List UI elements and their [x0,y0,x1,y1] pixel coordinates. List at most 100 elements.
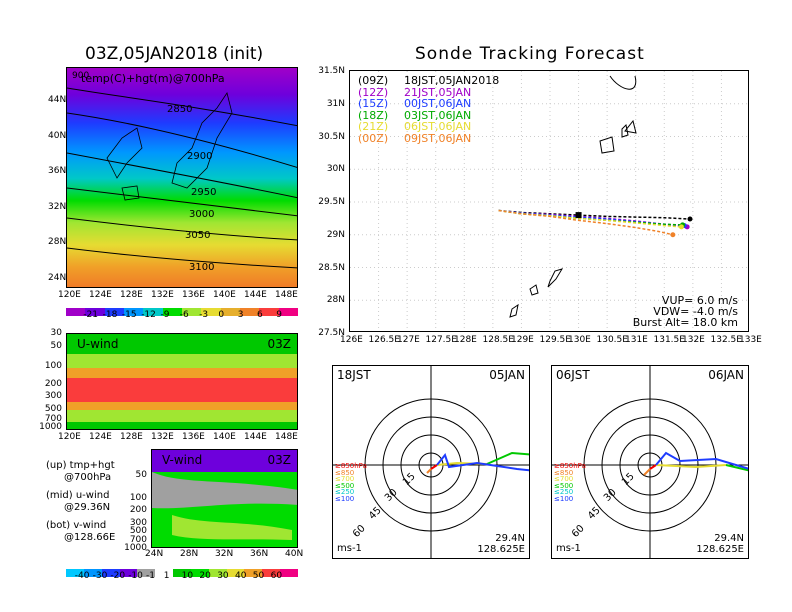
wind-colorbar [66,562,298,577]
islands [509,75,637,318]
lon-tick-label: 126E [340,335,363,345]
lat-tick-label: 24N [145,549,164,559]
legend-zone: (00Z) [358,131,389,145]
pressure-tick-label: 30 [50,328,62,338]
lat-tick-label: 29.5N [318,197,345,207]
coastline [106,92,233,201]
polar-time-left: 18JST [337,368,371,382]
note-up-a: (up) tmp+hgt [46,460,115,471]
wind-scale-label: 30 [217,571,229,581]
colorbar-swatch [259,308,279,316]
lat-tick-label: 24N [48,272,67,283]
lon-tick-label: 124E [89,290,112,300]
island [547,268,564,288]
polar-svg [552,366,748,558]
colorbar-swatch [201,308,221,316]
u-wind-time: 03Z [267,337,292,351]
polar-plot: 15 30 45 60 06JST 06JAN ms-1 29.4N 128.625E ≥850h… [551,365,749,559]
wind-scale-label: 10 [181,571,194,581]
launch-params: VUP= 6.0 m/s VDW= -4.0 m/s Burst Alt= 18… [633,295,738,328]
lat-tick-label: 44N [48,95,67,105]
legend-time: 06JST,06JAN [404,120,472,133]
lon-tick-label: 128E [454,335,477,345]
wind-scale-label: -1 [146,571,155,581]
left-title: 03Z,05JAN2018 (init) [85,44,264,64]
lon-tick-label: 140E [213,432,236,442]
lon-tick-label: 120E [58,432,81,442]
polar-level-label: ≤250 [554,488,574,496]
colorbar-swatch [208,569,227,577]
colorbar-swatch [155,569,174,577]
track-map: (09Z) 18JST,05JAN2018 (12Z) 21JST,05JAN (15Z… [349,70,749,332]
legend-time: 03JST,06JAN [404,108,472,122]
lat-tick-label: 36N [48,166,67,176]
legend-entry: (21Z) 06JST,06JAN [358,121,499,133]
colorbar-swatch [101,569,120,577]
contour-label: 3050 [185,230,210,241]
temp-colorbar [66,301,298,316]
temp-scale-label: 3 [237,310,244,320]
u-wind-panel: U-wind 03Z [66,333,298,430]
pressure-tick-label: 300 [44,391,62,401]
lat-tick-label: 28N [48,237,67,247]
colorbar-swatch [226,569,245,577]
lon-tick-label: 131E [625,335,648,345]
track-end-point [678,224,684,230]
lon-tick-label: 129.5E [539,335,571,345]
map-corner: 900 [72,71,89,81]
temp-scale-label: -12 [141,310,156,320]
polar-level-label: ≤850 [335,468,355,477]
note-mid-a: (mid) u-wind [46,490,110,501]
colorbar-swatch [66,308,86,316]
wind-hodograph-segment [655,464,727,469]
temp-scale-label: 9 [276,310,283,320]
legend-zone: (15Z) [358,97,389,110]
param-burst: Burst Alt= 18.0 km [632,316,738,329]
polar-level-label: ≤500 [335,481,355,490]
polar-level-label: ≤700 [554,475,574,483]
polar-time-left: 06JST [556,368,590,382]
temp-scale-label: -6 [179,310,189,320]
lat-tick-label: 31N [326,98,345,109]
pressure-tick-label: 100 [44,361,62,371]
wind-scale-label: 20 [199,571,211,581]
polar-level-label: ≤100 [335,494,355,503]
colorbar-swatch [181,308,202,316]
colorbar-swatch [239,308,260,316]
notes: (up) tmp+hgt @700hPa (mid) u-wind @29.36N … [46,460,115,544]
lon-tick-label: 140E [213,290,236,300]
polar-level-label: ≥850hPa [335,462,367,470]
polar-time-right: 06JAN [708,368,744,382]
track-series-line [498,209,685,227]
contour-label: 3000 [189,209,214,220]
island [529,284,539,296]
temp-scale-label: -18 [102,310,118,320]
track-end-point [670,232,676,238]
temp-scale-label: -21 [83,310,98,320]
polar-level-label: ≤500 [554,481,574,490]
legend-zone: (12Z) [358,85,389,99]
island [621,123,629,138]
polar-lon: 128.625E [477,544,525,555]
wind-scale-label: -10 [128,571,143,581]
polar-unit: ms-1 [556,543,581,554]
lat-tick-label: 40N [48,130,67,141]
pressure-tick-label: 500 [129,526,147,536]
lon-tick-label: 127.5E [425,335,457,345]
pressure-tick-label: 100 [129,493,147,503]
legend-zone: (21Z) [358,120,389,133]
lon-tick-label: 131.5E [653,335,685,345]
wind-hodograph-segment [426,468,432,474]
track-legend: (09Z) 18JST,05JAN2018 (12Z) 21JST,05JAN (15Z… [358,75,499,144]
v-wind-svg [152,450,297,547]
legend-zone: (09Z) [358,74,389,87]
contour-labels: 2850 2900 2950 3000 3050 3100 [167,104,216,273]
lat-tick-label: 28N [180,549,199,559]
polar-svg [333,366,529,558]
island [624,119,637,134]
colorbar-swatch [244,569,263,577]
lat-tick-label: 32N [215,549,234,559]
lon-tick-label: 128E [120,290,143,300]
wind-scale-label: -20 [110,571,126,581]
island [609,75,637,90]
